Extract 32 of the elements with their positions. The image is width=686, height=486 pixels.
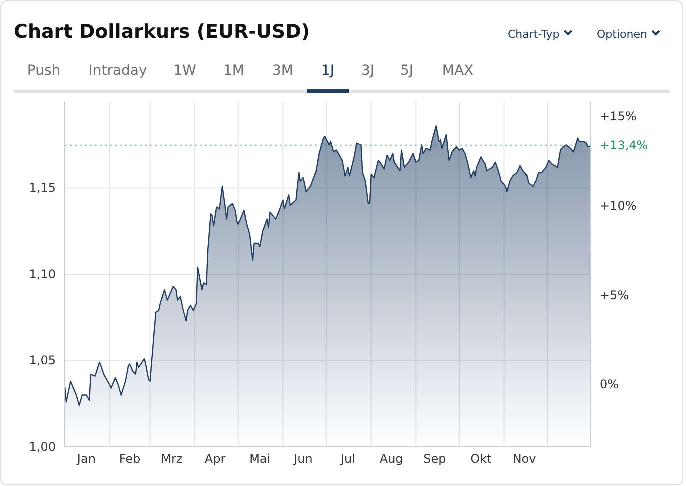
text: 5J [400, 63, 414, 79]
x-tick-label: Jun [293, 452, 313, 466]
x-tick-label: Jul [340, 452, 356, 466]
x-tick-label: Apr [204, 452, 226, 466]
text: Intraday [88, 63, 148, 79]
y-tick-label: 1,00 [29, 440, 56, 454]
text: 1J [321, 63, 335, 79]
x-tick-label: Nov [512, 452, 536, 466]
y2-tick-label: +15% [600, 110, 637, 124]
text: 1M [224, 63, 244, 79]
y2-tick-label: +10% [600, 199, 637, 214]
x-tick-label: Aug [380, 452, 404, 466]
x-tick-label: Mai [250, 452, 271, 466]
chart-title: Chart Dollarkurs (EUR-USD) [14, 21, 310, 43]
y-tick-label: 1,10 [29, 267, 56, 282]
ref-line-label: +13,4% [600, 138, 648, 152]
text: MAX [442, 63, 474, 79]
text: Chart-Typ [508, 28, 560, 41]
text: 1W [174, 63, 197, 79]
text: 3J [361, 63, 375, 79]
x-tick-label: Sep [424, 452, 446, 466]
text: Push [27, 63, 61, 79]
y-tick-label: 1,05 [29, 354, 56, 368]
y2-tick-label: 0% [600, 378, 620, 392]
x-tick-label: Feb [119, 452, 141, 466]
text: 3M [272, 63, 294, 79]
x-tick-label: Jan [76, 452, 96, 466]
x-tick-label: Okt [470, 452, 492, 466]
y2-tick-label: +5% [600, 288, 630, 302]
y-tick-label: 1,15 [29, 181, 56, 196]
x-tick-label: Mrz [161, 452, 183, 466]
text: Optionen [597, 28, 648, 41]
